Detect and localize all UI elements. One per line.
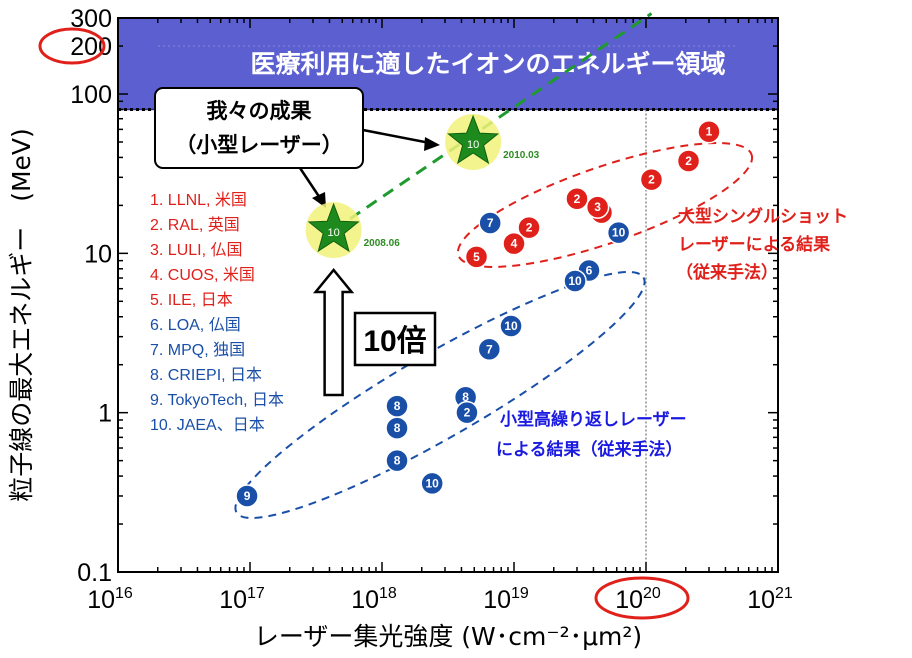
data-point — [499, 314, 523, 338]
x-tick-label: 1020 — [615, 585, 661, 614]
callout-subtitle: （小型レーザー） — [175, 133, 343, 157]
data-point-label: 6 — [586, 264, 593, 278]
x-tick-label: 1018 — [351, 585, 397, 614]
star-marker — [307, 202, 360, 253]
legend-item: 5. ILE, 日本 — [150, 291, 233, 309]
trend-line — [332, 12, 653, 232]
star-date-label: 2010.03 — [503, 150, 540, 161]
tenfold-label: 10倍 — [363, 324, 426, 358]
tenfold-box — [353, 311, 437, 367]
blue-group-label: 小型高繰り返しレーザー — [500, 409, 687, 430]
data-point-label: 2 — [574, 192, 581, 206]
data-point — [563, 269, 587, 293]
highlight-y-200 — [38, 27, 106, 65]
red-group-label: （従来手法） — [676, 262, 778, 283]
data-point-label: 3 — [594, 200, 601, 214]
legend-item: 2. RAL, 英国 — [150, 216, 240, 234]
data-point — [464, 245, 489, 269]
data-point — [478, 211, 502, 235]
highlight-x-1e20 — [594, 576, 690, 620]
legend-item: 9. TokyoTech, 日本 — [150, 391, 284, 409]
data-point-label: 2 — [648, 173, 655, 187]
data-point-label: 10 — [426, 476, 440, 490]
data-point-label: 8 — [394, 421, 401, 435]
band-label: 医療利用に適したイオンのエネルギー領域 — [250, 50, 725, 79]
data-point-label: 10 — [612, 226, 626, 240]
x-tick-label: 1021 — [747, 585, 793, 614]
blue-group-label: による結果（従来手法） — [496, 439, 683, 460]
legend-item: 7. MPQ, 独国 — [150, 341, 245, 359]
data-point — [697, 119, 721, 144]
y-tick-label: 0.1 — [77, 559, 112, 587]
star-marker — [447, 114, 500, 165]
data-point — [385, 448, 409, 473]
y-tick-label: 1 — [98, 400, 112, 428]
data-point-label: 5 — [473, 250, 480, 264]
x-tick-label: 1019 — [483, 585, 529, 614]
legend-item: 4. CUOS, 米国 — [150, 266, 255, 284]
legend-item: 8. CRIEPI, 日本 — [150, 366, 262, 384]
legend-item: 6. LOA, 仏国 — [150, 317, 241, 334]
data-point — [420, 471, 444, 496]
legend-item: 10. JAEA、日本 — [150, 416, 265, 434]
data-point — [517, 215, 541, 240]
data-point-label: 10 — [504, 319, 518, 333]
data-point — [385, 416, 409, 440]
red-group-label: レーザーによる結果 — [678, 234, 830, 255]
legend-item: 3. LULI, 仏国 — [150, 242, 242, 259]
callout-arrow-down — [298, 167, 322, 199]
plot-frame — [117, 17, 779, 573]
data-point — [565, 187, 589, 211]
data-point-label: 9 — [244, 489, 251, 503]
data-point-label: 7 — [487, 216, 494, 230]
data-point-label: 8 — [394, 399, 401, 413]
data-point-label: 1 — [706, 125, 713, 139]
red-group-ellipse — [456, 142, 754, 268]
data-point-label: 2 — [526, 221, 533, 235]
callout-box — [154, 87, 364, 169]
legend-item: 1. LLNL, 米国 — [150, 191, 247, 209]
data-point — [639, 167, 664, 192]
star-marker-label: 10 — [467, 139, 479, 151]
data-point — [235, 484, 259, 508]
x-tick-label: 1017 — [219, 585, 265, 614]
data-point — [477, 337, 502, 362]
data-point-label: 10 — [568, 274, 582, 288]
callout-arrowhead-down — [312, 192, 326, 208]
y-tick-label: 10 — [84, 240, 112, 268]
data-point-label: 8 — [462, 390, 469, 404]
y-axis-title: 粒子線の最大エネルギー (MeV) — [7, 128, 36, 502]
data-point-label: 2 — [464, 406, 471, 420]
data-point-label: 4 — [511, 237, 518, 251]
star-marker-label: 10 — [327, 227, 339, 239]
data-point — [502, 231, 526, 256]
data-point-label: 7 — [486, 342, 493, 356]
x-tick-label: 1016 — [87, 585, 133, 614]
star-date-label: 2008.06 — [364, 238, 401, 249]
x-axis-title: レーザー集光強度 (W･cm⁻²･μm²) — [254, 622, 642, 651]
data-point-label: 8 — [394, 454, 401, 468]
y-tick-label: 200 — [70, 33, 112, 61]
tenfold-arrow — [312, 268, 355, 397]
y-tick-label: 100 — [70, 81, 112, 109]
callout-arrowhead-right — [424, 137, 440, 151]
data-point — [676, 149, 701, 173]
data-point-label: 2 — [685, 154, 692, 168]
red-group-label: 大型シングルショット — [678, 206, 848, 227]
data-point — [585, 195, 610, 219]
callout-title: 我々の成果 — [207, 99, 312, 123]
data-point — [606, 220, 631, 245]
callout-arrow-right — [362, 128, 431, 145]
data-point — [455, 400, 479, 425]
